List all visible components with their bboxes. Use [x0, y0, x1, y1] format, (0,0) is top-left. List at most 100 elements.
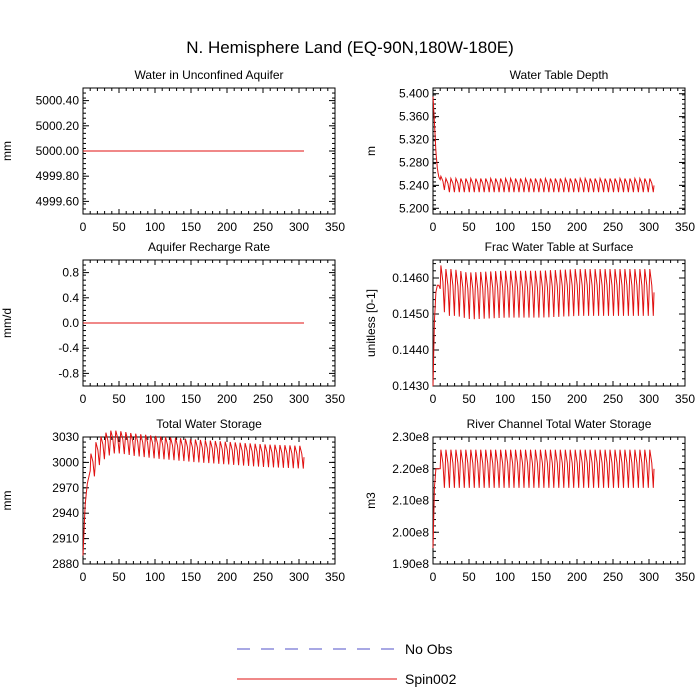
plot-frame	[432, 259, 686, 387]
panel-4: Frac Water Table at Surface unitless [0-1…	[364, 240, 695, 406]
plot-frame	[432, 87, 686, 215]
panel-title: Total Water Storage	[156, 417, 262, 431]
y-tick-label: 3000	[52, 455, 79, 469]
x-tick-label: 350	[325, 220, 345, 234]
y-tick-label: -0.8	[58, 366, 79, 380]
x-tick-label: 0	[430, 220, 437, 234]
panels: Water in Unconfined Aquifer mm 0 50 100 150 20…	[0, 68, 695, 584]
panel-title: Water Table Depth	[510, 68, 609, 82]
x-tick-label: 300	[289, 570, 309, 584]
x-tick-label: 50	[112, 392, 126, 406]
y-tick-label: 2.20e8	[392, 462, 429, 476]
panel-title: River Channel Total Water Storage	[467, 417, 652, 431]
x-tick-label: 100	[495, 570, 515, 584]
panel-2: Water Table Depth m 0 50 100 150 200 250 300 350 5…	[364, 68, 695, 234]
series-line-spin002	[432, 96, 655, 193]
y-tick-label: 4999.80	[36, 169, 80, 183]
legend-spin002-label: Spin002	[405, 671, 457, 687]
x-tick-label: 200	[217, 570, 237, 584]
x-tick-label: 150	[531, 392, 551, 406]
x-tick-label: 200	[217, 392, 237, 406]
x-tick-label: 300	[289, 220, 309, 234]
panel-title: Water in Unconfined Aquifer	[135, 68, 284, 82]
x-tick-label: 150	[181, 392, 201, 406]
x-tick-label: 350	[675, 570, 695, 584]
x-tick-label: 100	[145, 220, 165, 234]
x-tick-label: 250	[253, 570, 273, 584]
x-tick-label: 200	[567, 570, 587, 584]
y-tick-label: 0.0	[62, 316, 79, 330]
y-tick-label: 0.1430	[392, 379, 429, 393]
x-tick-label: 50	[462, 392, 476, 406]
x-tick-label: 150	[181, 570, 201, 584]
x-tick-label: 300	[289, 392, 309, 406]
series-line-spin002	[432, 265, 655, 387]
x-tick-label: 200	[567, 392, 587, 406]
x-tick-label: 150	[181, 220, 201, 234]
y-tick-label: 0.1440	[392, 343, 429, 357]
x-tick-label: 250	[253, 220, 273, 234]
y-tick-label: 5000.20	[36, 119, 80, 133]
x-tick-label: 0	[430, 392, 437, 406]
y-tick-label: 2.10e8	[392, 494, 429, 508]
x-tick-label: 100	[495, 220, 515, 234]
y-tick-label: 0.4	[62, 291, 79, 305]
y-tick-label: 2910	[52, 532, 79, 546]
panel-1: Water in Unconfined Aquifer mm 0 50 100 150 20…	[0, 68, 345, 234]
figure-title: N. Hemisphere Land (EQ-90N,180W-180E)	[186, 38, 514, 57]
y-tick-label: 4999.60	[36, 194, 80, 208]
x-tick-label: 200	[217, 220, 237, 234]
x-tick-label: 50	[112, 570, 126, 584]
x-tick-label: 350	[675, 392, 695, 406]
y-tick-label: 5.240	[399, 178, 429, 192]
x-tick-label: 350	[325, 392, 345, 406]
y-axis-label: m3	[364, 492, 378, 509]
y-axis-label: mm/d	[0, 308, 14, 338]
y-tick-label: 5000.40	[36, 94, 80, 108]
x-tick-label: 250	[603, 220, 623, 234]
y-tick-label: 2940	[52, 506, 79, 520]
y-tick-label: 5.320	[399, 133, 429, 147]
series-line-spin002	[432, 449, 655, 549]
series-line-spin002	[82, 430, 305, 556]
y-tick-label: 2970	[52, 481, 79, 495]
y-axis-label: unitless [0-1]	[364, 289, 378, 357]
x-tick-label: 150	[531, 570, 551, 584]
x-tick-label: 300	[639, 220, 659, 234]
x-tick-label: 50	[462, 570, 476, 584]
panel-6: River Channel Total Water Storage m3 0 50 10…	[364, 417, 695, 584]
y-tick-label: 2.30e8	[392, 430, 429, 444]
x-tick-label: 350	[325, 570, 345, 584]
y-tick-label: 3030	[52, 430, 79, 444]
y-axis-label: m	[364, 146, 378, 156]
x-tick-label: 0	[430, 570, 437, 584]
y-tick-label: 5.280	[399, 155, 429, 169]
x-tick-label: 100	[145, 570, 165, 584]
legend-no-obs-label: No Obs	[405, 641, 452, 657]
y-tick-label: 5.200	[399, 201, 429, 215]
x-tick-label: 100	[145, 392, 165, 406]
y-tick-label: -0.4	[58, 341, 79, 355]
y-tick-label: 5000.00	[36, 144, 80, 158]
y-tick-label: 2.00e8	[392, 525, 429, 539]
x-tick-label: 50	[112, 220, 126, 234]
x-tick-label: 300	[639, 570, 659, 584]
x-tick-label: 250	[253, 392, 273, 406]
y-tick-label: 5.400	[399, 87, 429, 101]
panel-title: Aquifer Recharge Rate	[148, 240, 270, 254]
plot-frame	[82, 436, 336, 565]
x-tick-label: 150	[531, 220, 551, 234]
y-tick-label: 1.90e8	[392, 557, 429, 571]
y-tick-label: 2880	[52, 557, 79, 571]
x-tick-label: 250	[603, 570, 623, 584]
x-tick-label: 50	[462, 220, 476, 234]
y-tick-label: 0.8	[62, 266, 79, 280]
panel-title: Frac Water Table at Surface	[485, 240, 634, 254]
y-tick-label: 0.1450	[392, 307, 429, 321]
x-tick-label: 0	[80, 220, 87, 234]
x-tick-label: 300	[639, 392, 659, 406]
x-tick-label: 0	[80, 392, 87, 406]
y-axis-label: mm	[0, 491, 14, 511]
panel-5: Total Water Storage mm 0 50 100 150 200 250 300 3…	[0, 417, 345, 584]
